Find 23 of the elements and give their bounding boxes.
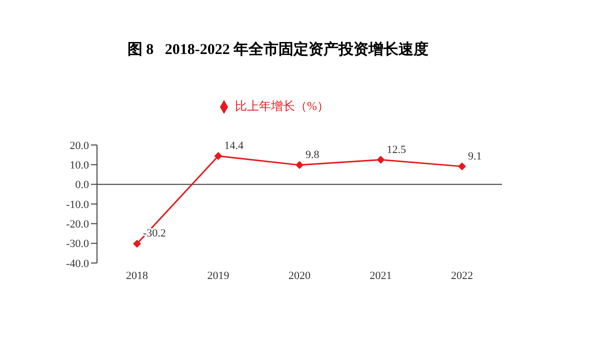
- data-label: 9.1: [468, 150, 482, 162]
- x-tick-label: 2022: [451, 270, 473, 282]
- y-tick-label: -10.0: [66, 198, 90, 211]
- chart-title: 图 8 2018-2022 年全市固定资产投资增长速度: [126, 40, 430, 59]
- y-tick-label: 0.0: [75, 179, 90, 192]
- x-tick-label: 2018: [126, 270, 148, 282]
- x-tick-label: 2019: [207, 270, 230, 282]
- point: [133, 240, 141, 248]
- data-label: 14.4: [224, 140, 244, 152]
- y-tick-label: 20.0: [70, 140, 90, 152]
- legend-label: 比上年增长（%）: [235, 99, 329, 113]
- point: [458, 162, 466, 170]
- data-label: 12.5: [386, 144, 406, 156]
- data-label: 9.8: [306, 149, 320, 162]
- point: [214, 152, 222, 160]
- x-tick-label: 2021: [370, 270, 392, 282]
- y-tick-label: -30.0: [66, 238, 90, 250]
- y-tick-label: -40.0: [66, 258, 90, 270]
- y-tick-label: -20.0: [66, 218, 90, 231]
- point: [296, 161, 304, 170]
- y-tick-label: 10.0: [70, 160, 90, 172]
- x-tick-label: 2020: [288, 270, 311, 282]
- point: [376, 156, 385, 164]
